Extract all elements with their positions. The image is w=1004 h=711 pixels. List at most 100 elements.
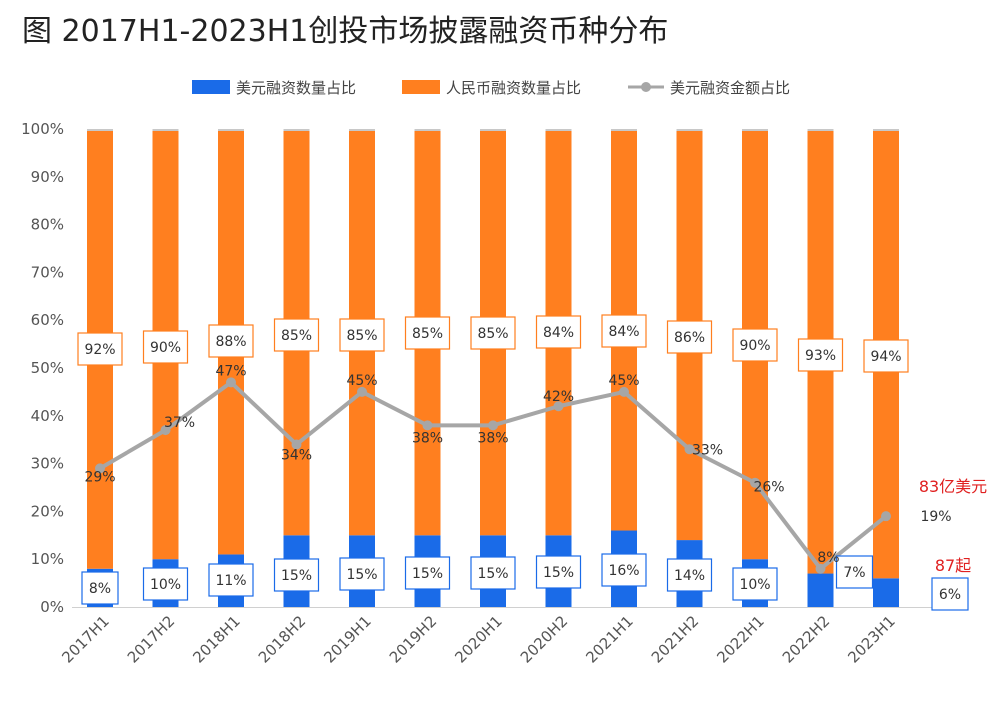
bar-top-remainder (152, 129, 179, 131)
y-tick-label: 90% (31, 168, 64, 186)
point-usd-amount (750, 477, 760, 488)
label-rmb-count: 84% (608, 324, 639, 340)
y-tick-label: 100% (21, 120, 64, 138)
y-tick-label: 80% (31, 216, 64, 234)
label-usd-count-box (666, 558, 713, 592)
legend-label-usd-count: 美元融资数量占比 (236, 79, 356, 97)
label-usd-count: 6% (939, 587, 961, 603)
point-usd-amount (553, 401, 564, 412)
point-usd-amount (488, 420, 498, 431)
label-usd-count: 14% (674, 568, 705, 584)
point-usd-amount (357, 386, 367, 397)
label-usd-amount: 8% (817, 550, 839, 566)
label-rmb-count: 88% (215, 334, 246, 350)
label-usd-count: 10% (739, 577, 770, 593)
label-rmb-count-box (273, 318, 320, 352)
point-usd-amount (226, 377, 236, 388)
y-tick-label: 20% (31, 502, 64, 520)
label-usd-amount: 45% (608, 373, 639, 389)
point-usd-amount (684, 444, 695, 455)
label-usd-count: 7% (843, 565, 865, 581)
legend-swatch-rmb-count (402, 80, 440, 94)
label-usd-count-box (142, 567, 189, 601)
point-usd-amount (95, 463, 105, 474)
label-usd-count-box (732, 567, 778, 601)
y-tick-label: 60% (31, 311, 64, 329)
label-usd-count-box (81, 571, 119, 605)
label-rmb-count: 90% (150, 340, 181, 356)
label-usd-count: 15% (412, 566, 443, 582)
x-tick-label: 2021H1 (582, 612, 636, 666)
label-rmb-count: 85% (477, 326, 508, 342)
x-tick-label: 2023H1 (844, 612, 898, 666)
label-usd-amount: 42% (543, 389, 574, 405)
label-rmb-count-box (601, 314, 647, 348)
bar-top-remainder (807, 129, 834, 131)
label-rmb-count: 85% (412, 326, 443, 342)
bar-top-remainder (480, 129, 506, 131)
label-rmb-count-box (208, 324, 254, 358)
y-tick-label: 50% (31, 359, 64, 377)
point-usd-amount (160, 425, 171, 436)
annotation-usd-amount-total: 83亿美元 (919, 477, 987, 496)
bar-top-remainder (611, 129, 637, 131)
bar-top-remainder (873, 129, 899, 131)
label-usd-count: 15% (281, 568, 312, 584)
label-rmb-count-box (142, 330, 189, 364)
point-usd-amount (881, 511, 891, 522)
label-usd-count-box (404, 556, 451, 590)
annotation-usd-deal-count: 87起 (935, 556, 971, 575)
label-rmb-count: 85% (346, 328, 377, 344)
x-tick-label: 2019H1 (320, 612, 374, 666)
bar-top-remainder (87, 129, 113, 131)
label-rmb-count-box (535, 315, 582, 349)
label-usd-amount: 34% (281, 447, 312, 463)
legend-label-usd-amount: 美元融资金额占比 (670, 79, 790, 97)
label-rmb-count: 85% (281, 328, 312, 344)
label-usd-count-box (535, 555, 582, 589)
label-rmb-count: 92% (84, 342, 115, 358)
legend-swatch-usd-count (192, 80, 230, 94)
x-tick-label: 2017H1 (58, 612, 112, 666)
label-usd-count: 16% (608, 563, 639, 579)
label-usd-amount: 38% (477, 430, 508, 446)
label-usd-count-box (339, 557, 385, 591)
label-usd-amount: 26% (753, 480, 784, 496)
bar-top-remainder (349, 129, 375, 131)
bar-top-remainder (676, 129, 703, 131)
y-tick-label: 10% (31, 550, 64, 568)
label-rmb-count-box (863, 339, 909, 373)
label-usd-count-box (470, 556, 516, 590)
label-usd-count-box (208, 563, 254, 597)
label-usd-count-box (273, 558, 320, 592)
label-usd-amount: 19% (920, 509, 951, 525)
label-usd-count: 15% (346, 567, 377, 583)
label-usd-amount: 47% (215, 363, 246, 379)
label-rmb-count: 94% (870, 349, 901, 365)
x-tick-label: 2018H1 (189, 612, 243, 666)
label-usd-amount: 29% (84, 469, 115, 485)
label-usd-count: 10% (150, 577, 181, 593)
x-tick-label: 2021H2 (648, 612, 702, 666)
label-rmb-count: 84% (543, 325, 574, 341)
label-rmb-count-box (797, 338, 844, 372)
label-usd-count: 15% (543, 565, 574, 581)
label-rmb-count: 86% (674, 330, 705, 346)
x-tick-label: 2018H2 (255, 612, 309, 666)
x-tick-label: 2022H1 (713, 612, 767, 666)
label-rmb-count-box (666, 320, 713, 354)
label-rmb-count: 93% (805, 348, 836, 364)
x-tick-label: 2017H2 (124, 612, 178, 666)
label-usd-count-box (931, 577, 969, 611)
bar-top-remainder (218, 129, 244, 131)
label-usd-amount: 45% (346, 373, 377, 389)
label-usd-count-box (601, 553, 647, 587)
y-tick-label: 0% (40, 598, 64, 616)
label-rmb-count-box (339, 318, 385, 352)
label-rmb-count-box (470, 316, 516, 350)
label-usd-count: 11% (215, 573, 246, 589)
y-tick-label: 30% (31, 455, 64, 473)
label-usd-count-box (835, 555, 874, 589)
x-tick-label: 2022H2 (779, 612, 833, 666)
